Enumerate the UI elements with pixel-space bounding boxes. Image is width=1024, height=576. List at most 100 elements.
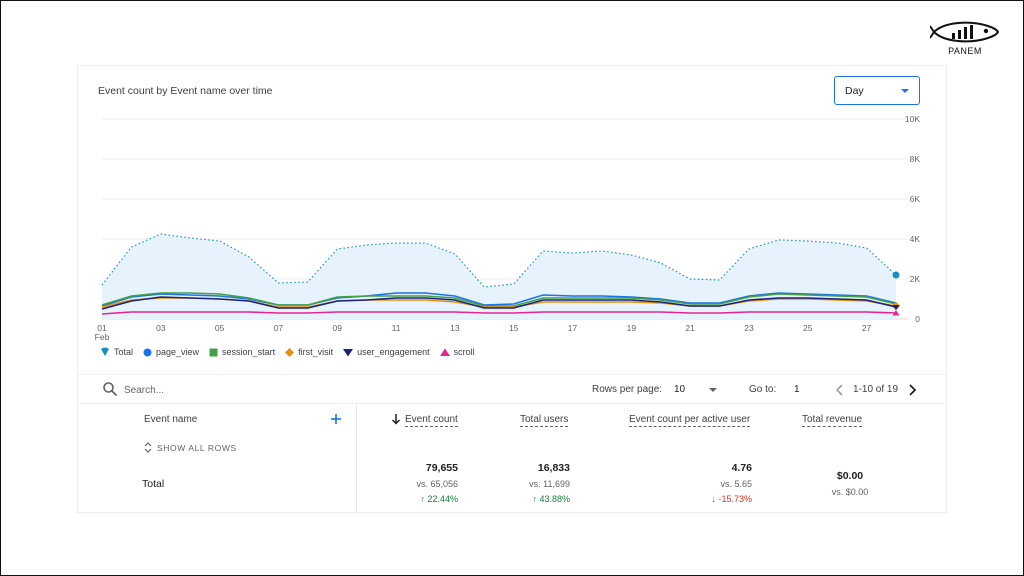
- events-table: Event name SHOW ALL ROWS Event count Tot…: [78, 404, 946, 512]
- rows-per-page-label: Rows per page:: [592, 384, 663, 395]
- legend-label: user_engagement: [357, 347, 430, 357]
- y-tick-label: 0: [915, 314, 920, 324]
- event-count-change: ↑ 22.44%: [420, 494, 458, 504]
- expand-rows-icon: [144, 442, 152, 453]
- y-tick-label: 4K: [910, 234, 921, 244]
- series-user-engagement-end-marker: [892, 305, 900, 310]
- chevron-left-icon[interactable]: [834, 383, 846, 397]
- per-active-user-cell: 4.76 vs. 5.65 ↓ -15.73%: [711, 462, 752, 504]
- fish-logo-icon: [929, 21, 1000, 43]
- legend-marker-session_start-icon: [209, 348, 218, 356]
- header-event-count[interactable]: Event count: [405, 414, 458, 427]
- x-tick-label: 01: [97, 323, 107, 333]
- series-total-end-marker: [892, 271, 900, 279]
- add-dimension-icon[interactable]: [330, 413, 342, 425]
- legend-marker-first_visit-icon: [285, 347, 295, 357]
- x-tick-label: 03: [156, 323, 166, 333]
- x-tick-label: 15: [509, 323, 519, 333]
- legend-marker-total-icon: [101, 347, 109, 356]
- total-users-value: 16,833: [537, 462, 570, 474]
- chart-legend: Total page_view session_start first_visit us…: [100, 345, 485, 359]
- granularity-value: Day: [845, 85, 864, 97]
- event-count-value: 79,655: [425, 462, 458, 474]
- search-input[interactable]: [124, 382, 324, 398]
- legend-item-page_view[interactable]: page_view: [143, 347, 199, 357]
- series-scroll-end-marker: [892, 310, 900, 316]
- card-title: Event count by Event name over time: [98, 85, 273, 97]
- chevron-right-icon[interactable]: [906, 383, 918, 397]
- header-total-revenue[interactable]: Total revenue: [802, 414, 863, 427]
- series-total-line: [101, 233, 897, 288]
- series-session_start-line: [101, 292, 897, 307]
- y-tick-label: 6K: [910, 194, 921, 204]
- goto-page-input[interactable]: 1: [794, 384, 800, 395]
- page-range: 1-10 of 19: [853, 384, 899, 395]
- x-tick-label: 13: [450, 323, 460, 333]
- legend-label: Total: [114, 347, 134, 357]
- legend-item-first_visit[interactable]: first_visit: [285, 347, 333, 357]
- series-page_view-line: [101, 292, 897, 307]
- x-tick-label: 23: [744, 323, 754, 333]
- legend-marker-scroll-icon: [439, 348, 450, 356]
- per-active-user-vs: vs. 5.65: [720, 479, 752, 489]
- legend-item-user_engagement[interactable]: user_engagement: [343, 347, 430, 357]
- header-total-users[interactable]: Total users: [520, 414, 569, 427]
- show-all-rows-toggle[interactable]: SHOW ALL ROWS: [144, 442, 237, 453]
- y-tick-label: 8K: [910, 154, 921, 164]
- total-users-change: ↑ 43.88%: [532, 494, 570, 504]
- series-scroll-line: [101, 311, 897, 315]
- x-tick-label: 21: [685, 323, 695, 333]
- rows-per-page-select[interactable]: 10: [674, 384, 686, 395]
- legend-label: scroll: [453, 347, 475, 357]
- legend-marker-user_engagement-icon: [343, 348, 354, 356]
- goto-label: Go to:: [749, 384, 777, 395]
- total-users-vs: vs. 11,699: [529, 479, 570, 489]
- legend-label: first_visit: [298, 347, 334, 357]
- x-tick-label: 25: [803, 323, 813, 333]
- sort-descending-icon[interactable]: [391, 413, 401, 425]
- caret-down-icon: [901, 89, 909, 93]
- header-per-active-user-label: Event count per active user: [629, 414, 751, 427]
- total-users-cell: 16,833 vs. 11,699 ↑ 43.88%: [529, 462, 570, 504]
- x-tick-label: 05: [215, 323, 225, 333]
- rows-per-page-caret-icon[interactable]: [709, 388, 717, 392]
- legend-item-session_start[interactable]: session_start: [209, 347, 275, 357]
- event-count-vs: vs. 65,056: [416, 479, 458, 489]
- y-tick-label: 10K: [905, 114, 920, 124]
- per-active-user-change: ↓ -15.73%: [711, 494, 752, 504]
- per-active-user-value: 4.76: [731, 462, 752, 474]
- x-tick-label: 19: [627, 323, 637, 333]
- legend-item-total[interactable]: Total: [100, 347, 133, 357]
- x-tick-label: Feb: [95, 332, 110, 342]
- granularity-dropdown[interactable]: Day: [834, 76, 920, 105]
- legend-label: session_start: [222, 347, 276, 357]
- header-total-revenue-label: Total revenue: [802, 414, 863, 427]
- y-tick-label: 2K: [910, 274, 921, 284]
- legend-label: page_view: [156, 347, 200, 357]
- total-row-label: Total: [142, 478, 165, 490]
- legend-marker-page_view-icon: [143, 348, 152, 356]
- legend-item-scroll[interactable]: scroll: [439, 347, 475, 357]
- brand-logo: PANEM: [929, 18, 1000, 60]
- header-event-count-label: Event count: [405, 414, 458, 427]
- total-revenue-vs: vs. $0.00: [831, 487, 869, 497]
- x-tick-label: 11: [392, 323, 401, 333]
- search-icon: [103, 382, 117, 396]
- total-revenue-cell: $0.00 vs. $0.00: [810, 470, 890, 497]
- total-event-count-cell: 79,655 vs. 65,056 ↑ 22.44%: [416, 462, 458, 504]
- show-all-rows-label: SHOW ALL ROWS: [157, 442, 237, 453]
- total-revenue-value: $0.00: [836, 470, 864, 482]
- x-tick-label: 27: [862, 323, 872, 333]
- event-count-card: Event count by Event name over time Day …: [78, 66, 946, 512]
- brand-name: PANEM: [948, 46, 982, 56]
- x-tick-label: 09: [333, 323, 343, 333]
- column-divider: [356, 404, 357, 512]
- header-event-name: Event name: [144, 414, 198, 425]
- header-per-active-user[interactable]: Event count per active user: [629, 414, 751, 427]
- table-toolbar: Rows per page: 10 Go to: 1 1-10 of 19: [78, 374, 946, 404]
- x-tick-label: 07: [274, 323, 284, 333]
- series-user_engagement-line: [101, 296, 897, 310]
- series-total-area: [102, 234, 896, 319]
- header-total-users-label: Total users: [520, 414, 569, 427]
